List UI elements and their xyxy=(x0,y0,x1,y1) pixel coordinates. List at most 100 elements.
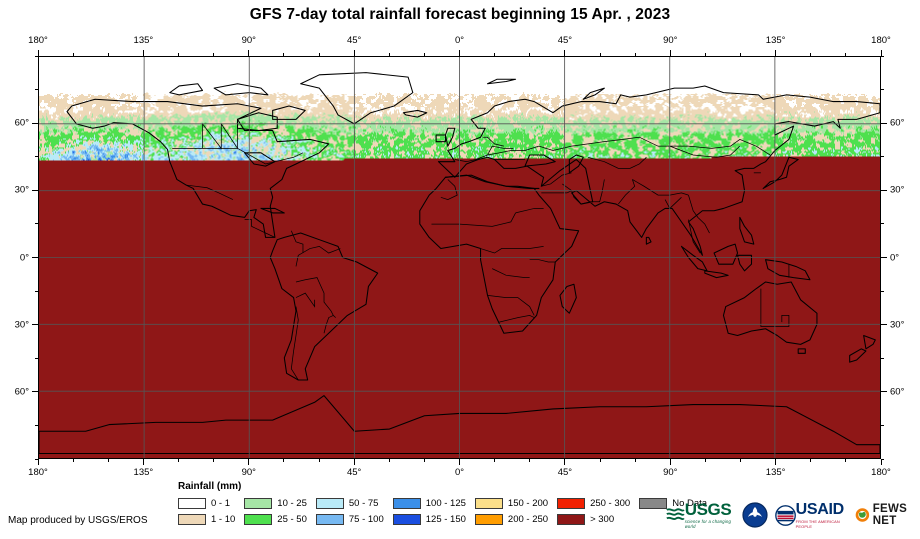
mideast-3-border xyxy=(541,190,572,194)
x-tick-minor xyxy=(178,53,179,56)
y-tick-minor xyxy=(881,458,884,460)
y-tick-major xyxy=(32,324,38,326)
x-tick-major xyxy=(775,50,777,56)
y-tick-minor xyxy=(35,223,38,225)
y-tick-minor xyxy=(881,55,884,57)
map-overlay-vectors xyxy=(39,57,880,458)
x-tick-minor xyxy=(178,459,179,462)
x-tick-minor xyxy=(423,459,425,462)
x-axis-label: 90° xyxy=(241,35,256,46)
colombia-venez-border xyxy=(290,230,304,254)
argentina-chile-border xyxy=(290,306,299,381)
mongolia-border xyxy=(669,145,741,158)
x-tick-major xyxy=(353,459,355,465)
y-tick-minor xyxy=(35,424,38,426)
map-plot-area[interactable] xyxy=(38,56,881,459)
x-axis-label: 180° xyxy=(871,35,891,46)
legend-label: 250 - 300 xyxy=(590,497,631,509)
legend-entry: 125 - 150 xyxy=(392,512,466,526)
y-tick-minor xyxy=(881,89,884,91)
noaa-logo[interactable] xyxy=(741,502,768,528)
sumatra-coastline xyxy=(680,245,708,272)
usaid-logo[interactable]: USAID FROM THE AMERICAN PEOPLE xyxy=(774,501,848,529)
x-tick-major xyxy=(459,50,460,56)
antarctica-coastline xyxy=(39,395,880,455)
x-tick-minor xyxy=(740,459,741,462)
x-axis-label: 45° xyxy=(346,35,362,46)
legend-column: 100 - 125 125 - 150 xyxy=(392,496,466,528)
y-tick-major xyxy=(32,122,38,124)
x-tick-major xyxy=(142,459,144,465)
legend-swatch xyxy=(315,497,344,509)
x-tick-minor xyxy=(494,53,496,56)
x-tick-minor xyxy=(494,459,496,462)
madagascar-coastline xyxy=(559,283,577,314)
svalbard-coastline xyxy=(487,78,517,85)
british-isles-coastline xyxy=(444,127,456,147)
y-tick-minor xyxy=(881,223,884,225)
australia-coastline xyxy=(722,281,818,345)
black-sea-coastline xyxy=(524,154,556,167)
usgs-wordmark: USGS xyxy=(684,500,732,519)
legend-entry: No Data xyxy=(639,496,707,510)
y-axis-label: 60° xyxy=(14,386,29,398)
new-guinea-coastline xyxy=(765,259,811,281)
x-axis-label: 135° xyxy=(133,467,154,478)
y-axis-label: 30° xyxy=(14,319,29,331)
x-tick-minor xyxy=(810,53,812,56)
fewsnet-globe-icon xyxy=(855,508,870,522)
x-tick-minor xyxy=(107,53,109,56)
legend-swatch xyxy=(474,497,503,509)
y-tick-minor xyxy=(35,156,38,158)
x-tick-minor xyxy=(634,459,636,462)
sea-2-border xyxy=(688,219,701,254)
ireland-coastline xyxy=(435,134,446,143)
hudson-bay-coastline xyxy=(237,112,278,132)
x-tick-minor xyxy=(72,459,74,462)
canada-arctic-2-coastline xyxy=(169,83,204,96)
legend-label: 10 - 25 xyxy=(277,497,307,509)
y-axis-label: 0° xyxy=(890,252,900,263)
usgs-logo[interactable]: USGS science for a changing world xyxy=(666,501,735,529)
south-america-coastline xyxy=(269,232,379,381)
x-axis-label: 135° xyxy=(765,467,786,478)
legend-entry: 25 - 50 xyxy=(244,512,307,526)
canada-arctic-1-coastline xyxy=(213,83,269,96)
fewsnet-wordmark: FEWS NET xyxy=(872,503,908,527)
x-tick-major xyxy=(775,459,777,465)
x-tick-minor xyxy=(283,53,285,56)
x-axis-label: 45° xyxy=(557,35,573,46)
legend-label: No Data xyxy=(672,497,708,509)
x-axis-label: 45° xyxy=(557,467,573,478)
x-tick-minor xyxy=(599,53,601,56)
x-tick-minor xyxy=(213,459,215,462)
x-tick-minor xyxy=(599,459,601,462)
x-axis-label: 45° xyxy=(346,467,362,478)
us-mexico-border xyxy=(186,184,234,200)
y-axis-label: 60° xyxy=(14,117,29,129)
legend-entry: 50 - 75 xyxy=(315,496,384,510)
argentina-e-border xyxy=(323,315,334,334)
legend-swatch xyxy=(392,497,421,509)
new-zealand-s-coastline xyxy=(849,348,867,363)
legend-entry: 1 - 10 xyxy=(178,512,235,526)
africa-ne-border xyxy=(515,208,544,214)
tasmania-coastline xyxy=(797,348,806,354)
legend-entry: 75 - 100 xyxy=(315,512,384,526)
legend-column: 50 - 75 75 - 100 xyxy=(315,496,384,528)
x-tick-major xyxy=(564,459,566,465)
x-tick-minor xyxy=(107,459,109,462)
graticule-layer xyxy=(39,57,880,458)
y-tick-minor xyxy=(35,458,38,460)
java-coastline xyxy=(704,270,729,279)
x-tick-minor xyxy=(845,459,847,462)
legend-entry: 200 - 250 xyxy=(474,512,548,526)
x-tick-minor xyxy=(213,53,215,56)
noaa-seal-icon xyxy=(741,502,768,528)
x-tick-major xyxy=(669,50,671,56)
x-tick-major xyxy=(669,459,671,465)
x-tick-major xyxy=(459,459,460,465)
fewsnet-logo[interactable]: FEWS NET xyxy=(855,503,914,527)
sea-1-border xyxy=(688,195,710,234)
